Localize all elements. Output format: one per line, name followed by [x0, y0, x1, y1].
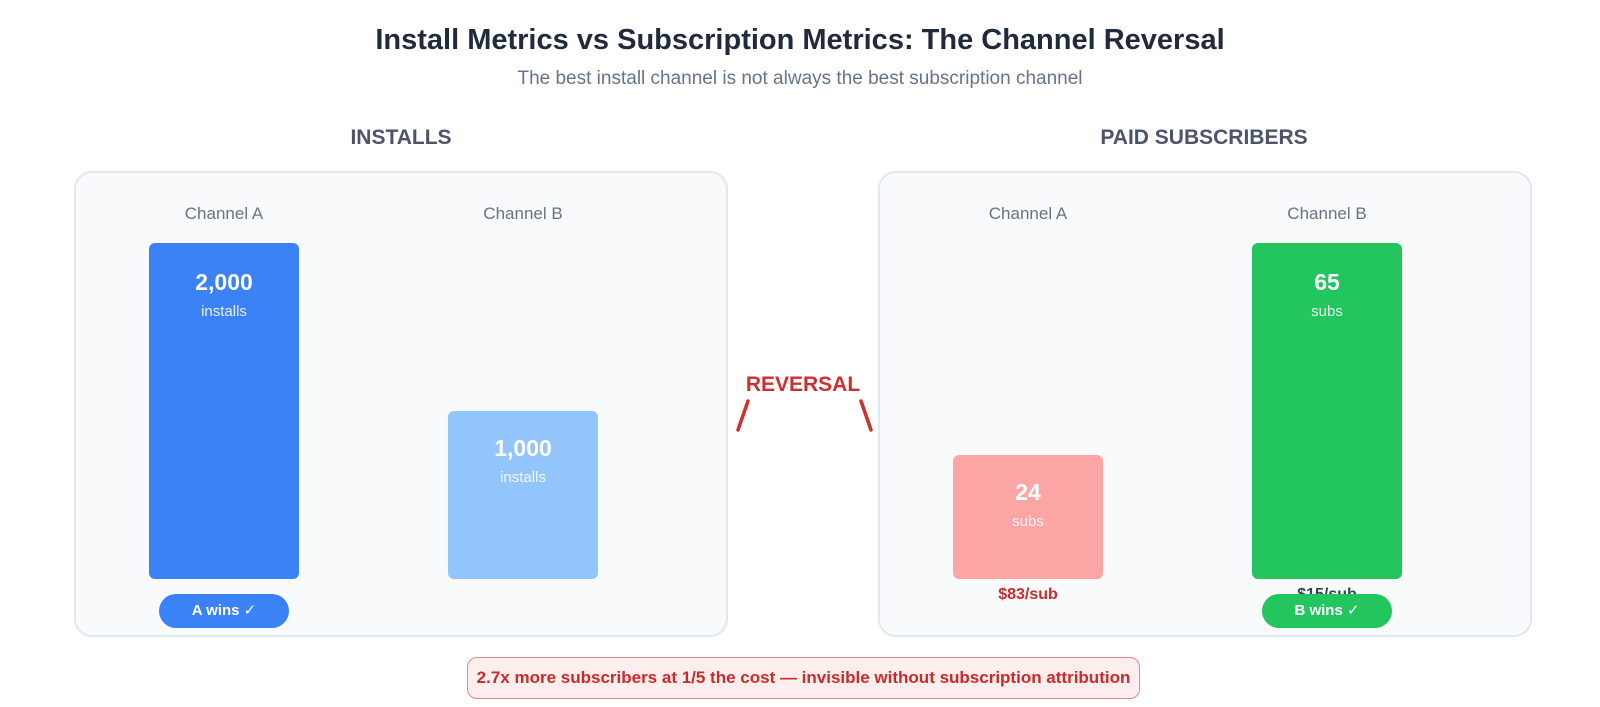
- installs-channel-b-value: 1,000: [494, 435, 552, 461]
- subscribers-channel-b-bar: [1252, 243, 1402, 579]
- subscribers-channel-a-cost: $83/sub: [998, 586, 1058, 603]
- installs-channel-a-value: 2,000: [195, 269, 253, 295]
- chart-subtitle: The best install channel is not always t…: [517, 68, 1083, 89]
- installs-channel-b-label: Channel B: [483, 204, 563, 223]
- installs-channel-a-label: Channel A: [184, 204, 264, 223]
- installs-channel-a-unit: installs: [201, 303, 247, 320]
- insight-callout: 2.7x more subscribers at 1/5 the cost — …: [467, 657, 1140, 699]
- subscribers-panel-title: PAID SUBSCRIBERS: [1100, 126, 1308, 149]
- subscribers-channel-a-bar: [953, 455, 1103, 579]
- installs-channel-b-bar: [448, 411, 598, 579]
- subscribers-winner-badge: B wins ✓: [1262, 594, 1392, 628]
- installs-channel-a-bar: [149, 243, 299, 579]
- subscribers-channel-b-value: 65: [1314, 269, 1340, 295]
- reversal-right-stroke: [859, 399, 873, 432]
- subscribers-channel-a-value: 24: [1015, 479, 1041, 505]
- reversal-arrows: [736, 399, 873, 432]
- chart-title: Install Metrics vs Subscription Metrics:…: [375, 24, 1225, 56]
- installs-panel-title: INSTALLS: [350, 126, 452, 149]
- subscribers-channel-a-label: Channel A: [988, 204, 1068, 223]
- reversal-label: REVERSAL: [745, 373, 861, 396]
- installs-winner-badge: A wins ✓: [159, 594, 289, 628]
- reversal-left-stroke: [736, 399, 750, 432]
- installs-channel-b-unit: installs: [500, 469, 546, 486]
- subscribers-channel-b-label: Channel B: [1287, 204, 1367, 223]
- subscribers-channel-a-unit: subs: [1012, 513, 1044, 530]
- subscribers-channel-b-unit: subs: [1311, 303, 1343, 320]
